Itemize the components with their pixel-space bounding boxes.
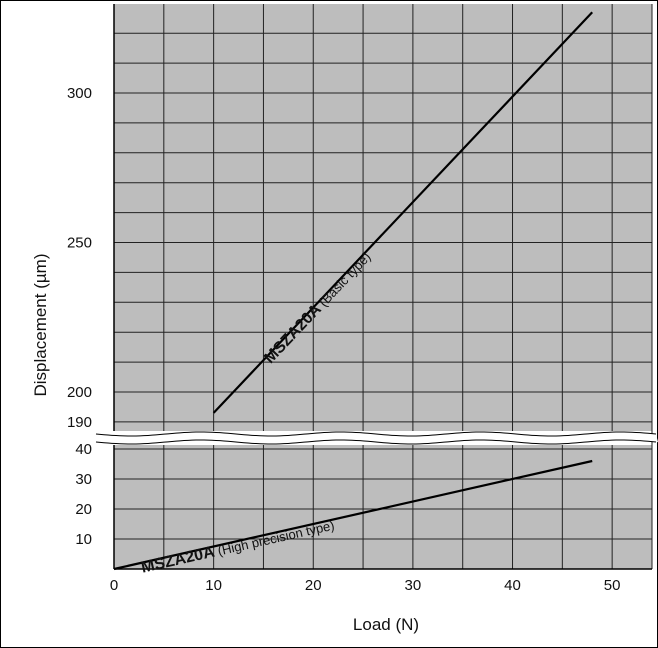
y-tick-label: 30 <box>75 471 92 488</box>
x-tick-label: 30 <box>405 577 422 594</box>
x-tick-label: 20 <box>305 577 322 594</box>
x-axis-title: Load (N) <box>353 615 419 634</box>
y-tick-label: 40 <box>75 441 92 458</box>
y-tick-label: 20 <box>75 501 92 518</box>
y-tick-label: 300 <box>67 85 92 102</box>
upper-panel-bg <box>114 4 652 431</box>
y-axis-title: Displacement (µm) <box>31 254 50 397</box>
y-tick-label: 200 <box>67 384 92 401</box>
plot-area <box>96 4 658 569</box>
y-tick-label: 250 <box>67 235 92 252</box>
x-tick-label: 10 <box>205 577 222 594</box>
x-tick-label: 40 <box>504 577 521 594</box>
y-tick-label: 190 <box>67 414 92 431</box>
x-tick-label: 0 <box>110 577 118 594</box>
x-tick-label: 50 <box>604 577 621 594</box>
y-tick-label: 10 <box>75 531 92 548</box>
